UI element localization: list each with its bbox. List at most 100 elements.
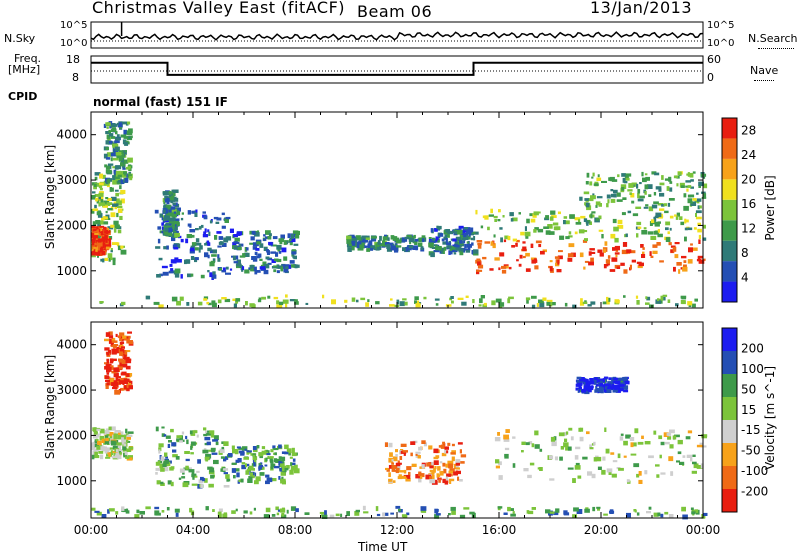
power-cell — [657, 298, 660, 302]
velocity-cell — [563, 512, 570, 516]
velocity-cell — [539, 448, 543, 452]
velocity-cell — [579, 427, 584, 432]
power-cell — [165, 225, 171, 228]
power-cell — [96, 199, 100, 204]
velocity-cell — [280, 471, 286, 476]
velocity-cell — [453, 471, 458, 476]
velocity-cell — [185, 435, 188, 440]
velocity-cell — [119, 347, 123, 352]
velocity-cell — [223, 457, 227, 462]
velocity-cell — [284, 451, 289, 455]
velocity-cell — [447, 442, 451, 446]
power-cell — [356, 245, 362, 249]
velocity-cell — [258, 452, 264, 457]
velocity-cell — [575, 446, 581, 450]
velocity-cell — [494, 437, 501, 442]
velocity-cell — [236, 446, 241, 449]
velocity-cell — [109, 426, 116, 431]
power-cell — [623, 269, 628, 274]
velocity-cell — [182, 471, 185, 475]
power-cell — [648, 194, 652, 197]
velocity-cell — [175, 456, 180, 460]
velocity-cell — [281, 459, 285, 462]
power-cell — [120, 189, 126, 194]
power-cell — [349, 240, 356, 246]
power-cell — [99, 225, 105, 228]
power-cell — [480, 295, 485, 299]
velocity-cell — [127, 440, 131, 443]
velocity-cell — [160, 467, 165, 472]
power-cell — [94, 229, 99, 233]
velocity-cell — [634, 509, 637, 513]
velocity-cell — [208, 483, 214, 488]
velocity-cell — [161, 510, 165, 513]
power-cell — [537, 228, 544, 233]
velocity-cell — [190, 433, 196, 436]
power-cell — [271, 259, 276, 263]
power-cell — [195, 228, 199, 231]
power-cell — [652, 244, 658, 248]
power-cell — [673, 175, 677, 179]
power-ytick-label: 2000 — [56, 218, 87, 232]
power-cell — [381, 243, 384, 247]
power-cell — [583, 218, 588, 222]
power-cell — [358, 237, 362, 240]
power-cell — [533, 211, 539, 216]
power-cell — [198, 226, 202, 230]
power-cell — [281, 264, 286, 269]
power-cell — [211, 300, 216, 304]
velocity-cell — [510, 508, 514, 511]
velocity-cell — [218, 508, 223, 512]
power-cell — [412, 245, 418, 250]
power-cell — [579, 302, 585, 306]
power-cell — [112, 143, 119, 148]
power-cell — [430, 252, 435, 258]
velocity-cell — [107, 349, 111, 355]
power-cell — [460, 230, 465, 235]
power-cell — [645, 296, 648, 300]
velocity-cell — [619, 378, 625, 383]
velocity-cell — [106, 372, 110, 375]
power-cell — [475, 209, 478, 215]
power-cell — [189, 224, 192, 228]
power-cell — [524, 226, 527, 231]
velocity-cell — [429, 479, 436, 484]
power-cell — [168, 193, 173, 197]
velocity-cell — [417, 455, 421, 459]
power-cell — [697, 201, 700, 204]
power-cell — [171, 208, 177, 213]
power-cell — [458, 249, 464, 253]
power-cell — [94, 240, 97, 246]
power-cell — [698, 239, 701, 244]
velocity-cell — [197, 459, 201, 464]
velocity-cell — [213, 435, 219, 441]
velocity-cell — [549, 511, 555, 514]
power-cell — [369, 248, 374, 251]
power-cell — [395, 239, 402, 244]
power-cell — [118, 122, 123, 128]
velocity-cell — [445, 476, 449, 481]
power-cell — [180, 238, 184, 243]
power-cell — [687, 227, 693, 231]
velocity-cell — [191, 483, 198, 486]
velocity-cell — [419, 475, 423, 479]
velocity-cell — [612, 460, 618, 463]
velocity-cell — [249, 465, 254, 471]
power-cell — [620, 184, 627, 189]
velocity-cell — [110, 365, 114, 370]
power-cell — [120, 174, 125, 178]
velocity-cell — [240, 478, 244, 483]
velocity-cell — [126, 373, 130, 377]
power-cell — [549, 216, 554, 221]
velocity-cell — [112, 386, 117, 390]
power-cell — [681, 300, 686, 305]
velocity-cell — [677, 451, 682, 455]
power-cell — [462, 228, 467, 231]
power-cell — [492, 243, 496, 249]
power-cell — [177, 243, 181, 249]
power-cell — [668, 176, 672, 182]
velocity-cell — [206, 432, 211, 436]
velocity-cell — [421, 510, 427, 513]
velocity-cell — [681, 506, 686, 512]
